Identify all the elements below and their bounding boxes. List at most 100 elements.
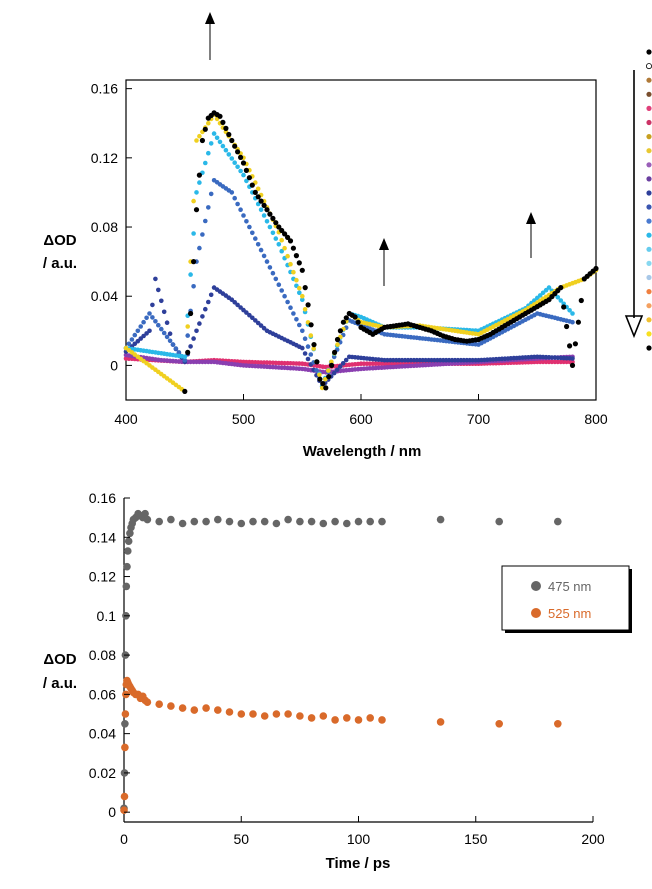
top-point <box>276 282 282 288</box>
top-point <box>206 299 211 305</box>
top-point <box>340 319 346 325</box>
time-legend-marker <box>646 345 652 351</box>
bottom-legend: 475 nm 525 nm <box>501 565 632 633</box>
top-point <box>167 331 173 337</box>
bottom-y-axis-unit: / a.u. <box>43 675 77 692</box>
bottom-point <box>121 743 129 752</box>
top-point <box>323 376 328 382</box>
time-legend-marker <box>646 218 652 224</box>
top-point <box>311 346 317 351</box>
top-point <box>290 245 296 251</box>
top-point <box>285 253 290 259</box>
time-order-legend <box>646 49 652 351</box>
top-point <box>217 113 223 119</box>
top-point <box>343 357 349 363</box>
top-point <box>326 368 331 373</box>
time-legend-marker <box>646 176 652 182</box>
top-point <box>203 218 208 224</box>
bottom-y-ticks: 0 0.02 0.04 0.06 0.08 0.1 0.12 0.14 0.16 <box>89 490 130 820</box>
time-legend-marker <box>646 232 652 238</box>
top-point <box>317 372 322 378</box>
bottom-series-0 <box>120 509 562 813</box>
top-point <box>331 370 337 376</box>
top-point <box>138 324 143 329</box>
top-point <box>332 349 338 355</box>
top-point <box>282 293 287 299</box>
bottom-point <box>202 517 210 526</box>
top-point <box>206 120 211 126</box>
top-point <box>335 342 340 347</box>
bottom-point <box>378 716 386 724</box>
time-legend-marker <box>646 190 652 196</box>
top-x-tick-label: 500 <box>232 411 256 427</box>
top-point <box>182 354 188 360</box>
top-point <box>206 150 211 156</box>
top-point <box>570 311 575 316</box>
top-point <box>240 160 247 166</box>
top-point <box>147 328 152 334</box>
top-point <box>241 213 246 218</box>
top-y-tick-label: 0.12 <box>91 150 118 166</box>
top-point <box>270 270 276 276</box>
top-point <box>575 319 582 325</box>
bottom-y-tick-label: 0.14 <box>89 529 116 545</box>
top-point <box>194 138 199 143</box>
top-point <box>200 314 205 319</box>
top-y-axis-unit: / a.u. <box>43 255 77 272</box>
bottom-x-tick-label: 0 <box>120 831 128 847</box>
top-point <box>167 338 173 344</box>
top-point <box>176 350 182 355</box>
bottom-point <box>178 704 187 712</box>
top-point <box>253 236 258 241</box>
top-point <box>197 133 202 139</box>
top-point <box>250 315 255 321</box>
top-point <box>246 175 252 181</box>
top-point <box>546 285 552 290</box>
top-point <box>297 322 302 328</box>
top-point <box>267 265 273 270</box>
top-point <box>135 328 141 334</box>
top-point <box>185 349 191 355</box>
bottom-point <box>307 714 316 722</box>
top-point <box>208 292 214 298</box>
top-point <box>220 143 226 149</box>
top-point <box>285 234 291 240</box>
bottom-series-1 <box>120 676 562 814</box>
top-point <box>282 231 288 237</box>
top-point <box>238 154 244 160</box>
top-point <box>273 220 279 226</box>
bottom-point <box>366 714 375 722</box>
top-point <box>194 328 199 334</box>
top-point <box>243 167 249 173</box>
top-point <box>191 198 196 204</box>
top-point <box>300 293 305 299</box>
top-point <box>319 385 325 391</box>
bottom-point <box>167 702 175 710</box>
time-legend-marker <box>646 260 652 266</box>
top-point <box>235 302 240 308</box>
top-series-5 <box>123 112 599 394</box>
bottom-point <box>225 708 234 716</box>
top-point <box>293 253 299 259</box>
top-point <box>343 315 349 321</box>
top-series-6 <box>182 110 599 394</box>
top-point <box>570 359 575 365</box>
top-point <box>156 322 161 328</box>
legend-marker-525 <box>531 608 541 618</box>
top-x-tick-label: 400 <box>114 411 138 427</box>
top-point <box>153 276 158 282</box>
bottom-point <box>190 517 199 526</box>
top-point <box>147 311 152 316</box>
top-data-marks <box>123 110 599 394</box>
top-point <box>238 168 243 174</box>
top-point <box>161 309 167 315</box>
top-point <box>197 321 202 326</box>
time-legend-marker <box>646 162 652 168</box>
top-point <box>302 351 308 356</box>
top-point <box>276 242 282 247</box>
top-point <box>314 359 320 365</box>
top-point <box>208 141 214 146</box>
top-point <box>203 306 208 312</box>
bottom-point <box>260 517 269 526</box>
bottom-x-tick-label: 100 <box>347 831 371 847</box>
